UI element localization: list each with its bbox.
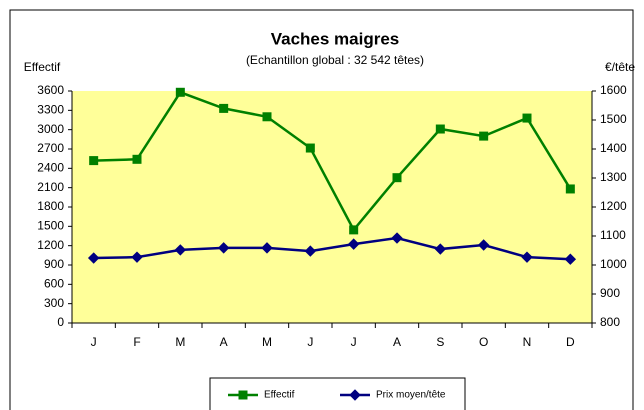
y2-tick-label: 1000 xyxy=(600,257,627,271)
x-tick-label: S xyxy=(436,335,444,349)
y-tick-label: 0 xyxy=(57,315,64,329)
y-tick-label: 2100 xyxy=(37,180,64,194)
legend-label: Effectif xyxy=(264,390,295,401)
legend-label: Prix moyen/tête xyxy=(376,390,446,401)
series-line xyxy=(93,90,572,233)
y-axis-label: Effectif xyxy=(24,60,61,74)
data-point xyxy=(305,143,315,153)
legend-swatch-marker xyxy=(349,389,361,401)
data-point xyxy=(477,239,490,251)
y2-tick-label: 1600 xyxy=(600,83,627,97)
x-tick-label: M xyxy=(262,335,272,349)
data-point xyxy=(392,173,402,183)
data-point xyxy=(347,238,360,250)
y2-axis-label: €/tête xyxy=(605,60,635,74)
x-tick-label: M xyxy=(175,335,185,349)
y2-tick-label: 1300 xyxy=(600,170,627,184)
series-line xyxy=(93,236,571,261)
data-point xyxy=(261,242,273,254)
y-tick-label: 1800 xyxy=(37,199,64,213)
data-point xyxy=(174,244,187,256)
chart-subtitle: (Echantillon global : 32 542 têtes) xyxy=(246,53,424,67)
x-tick-label: N xyxy=(523,335,532,349)
chart-title: Vaches maigres xyxy=(271,29,400,48)
plot-area xyxy=(72,91,592,323)
y2-tick-label: 900 xyxy=(600,286,620,300)
y-tick-label: 2700 xyxy=(37,141,64,155)
data-point xyxy=(89,156,99,166)
data-point xyxy=(131,251,143,263)
x-tick-label: D xyxy=(566,335,575,349)
x-tick-label: J xyxy=(307,335,313,349)
y-tick-label: 2400 xyxy=(37,161,64,175)
data-point xyxy=(564,253,577,265)
y2-tick-label: 800 xyxy=(600,315,620,329)
y-tick-label: 3000 xyxy=(37,122,64,136)
data-point xyxy=(435,124,445,134)
data-point xyxy=(217,242,230,254)
data-point xyxy=(565,184,575,194)
y-tick-label: 3600 xyxy=(37,83,64,97)
y2-tick-label: 1500 xyxy=(600,112,627,126)
x-tick-label: J xyxy=(91,335,97,349)
y2-tick-label: 1400 xyxy=(600,141,627,155)
legend-swatch-marker xyxy=(238,390,248,400)
data-point xyxy=(434,243,447,255)
x-tick-label: O xyxy=(479,335,488,349)
y-tick-label: 1200 xyxy=(37,238,64,252)
data-point xyxy=(349,225,359,235)
y-tick-label: 900 xyxy=(44,257,64,271)
y-tick-label: 300 xyxy=(44,296,64,310)
x-tick-label: A xyxy=(393,335,401,349)
y-tick-label: 1500 xyxy=(37,219,64,233)
data-point xyxy=(219,103,229,113)
data-point xyxy=(304,245,317,257)
data-point xyxy=(262,112,272,122)
data-point xyxy=(132,154,142,164)
x-tick-label: A xyxy=(220,335,228,349)
x-tick-label: F xyxy=(133,335,140,349)
data-point xyxy=(391,232,403,244)
y-tick-label: 3300 xyxy=(37,103,64,117)
data-point xyxy=(175,87,185,97)
x-tick-label: J xyxy=(351,335,357,349)
data-point xyxy=(479,131,489,141)
y2-tick-label: 1100 xyxy=(600,228,626,242)
y-tick-label: 600 xyxy=(44,277,64,291)
data-point xyxy=(87,252,100,264)
data-point xyxy=(521,251,533,263)
data-point xyxy=(522,113,532,123)
y2-tick-label: 1200 xyxy=(600,199,627,213)
